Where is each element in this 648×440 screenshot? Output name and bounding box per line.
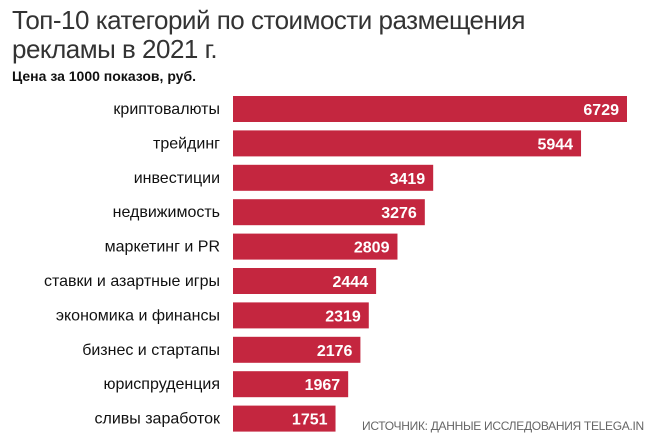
value-label: 2444 bbox=[333, 274, 369, 291]
bar bbox=[233, 268, 377, 294]
value-label: 6729 bbox=[583, 102, 619, 119]
category-label: бизнес и стартапы bbox=[82, 342, 220, 359]
source-note: ИСТОЧНИК: ДАННЫЕ ИССЛЕДОВАНИЯ TELEGA.IN bbox=[362, 419, 644, 433]
category-label: маркетинг и PR bbox=[105, 239, 220, 256]
value-label: 2319 bbox=[325, 308, 361, 325]
bar bbox=[233, 371, 349, 398]
bar bbox=[233, 96, 627, 122]
bar bbox=[233, 336, 361, 363]
value-label: 3419 bbox=[390, 171, 426, 188]
bar bbox=[233, 130, 582, 157]
value-label: 3276 bbox=[381, 205, 417, 222]
chart-subtitle: Цена за 1000 показов, руб. bbox=[12, 68, 197, 84]
chart-title: Топ-10 категорий по стоимости размещения… bbox=[12, 5, 525, 64]
bar bbox=[233, 164, 434, 191]
value-label: 2176 bbox=[317, 343, 353, 360]
bar bbox=[233, 199, 425, 226]
category-label: недвижимость bbox=[113, 204, 220, 221]
value-label: 1967 bbox=[305, 377, 341, 394]
bar bbox=[233, 302, 369, 329]
bar bbox=[233, 405, 336, 432]
category-label: ставки и азартные игры bbox=[44, 273, 220, 290]
category-label: экономика и финансы bbox=[56, 307, 220, 324]
bar bbox=[233, 233, 398, 260]
category-label: сливы заработок bbox=[94, 411, 221, 428]
value-label: 1751 bbox=[292, 412, 328, 429]
value-label: 5944 bbox=[537, 136, 573, 153]
value-label: 2809 bbox=[354, 240, 390, 257]
category-label: юриспруденция bbox=[103, 376, 220, 393]
category-label: криптовалюты bbox=[113, 101, 220, 118]
category-label: инвестиции bbox=[134, 170, 220, 187]
category-label: трейдинг bbox=[153, 135, 220, 152]
